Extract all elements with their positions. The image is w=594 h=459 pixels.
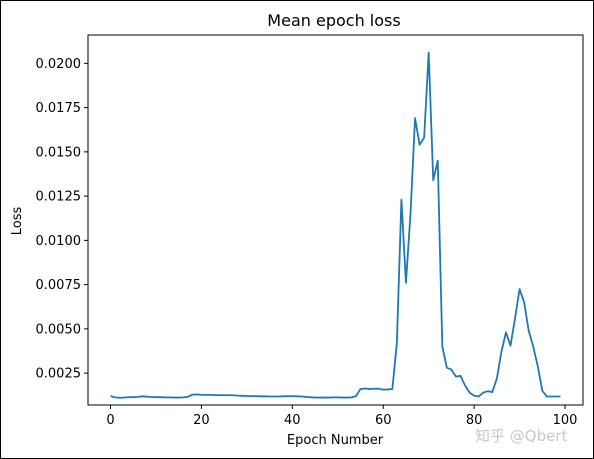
y-tick-label: 0.0100 bbox=[36, 234, 82, 249]
y-tick-label: 0.0025 bbox=[36, 367, 82, 382]
loss-series-line bbox=[110, 51, 561, 399]
y-tick-label: 0.0175 bbox=[36, 101, 82, 116]
chart-title: Mean epoch loss bbox=[267, 11, 400, 30]
watermark: 知乎 @Qbert bbox=[475, 427, 567, 445]
x-tick-label: 40 bbox=[284, 413, 301, 428]
x-axis-label: Epoch Number bbox=[287, 433, 384, 448]
x-tick-label: 60 bbox=[375, 413, 392, 428]
x-axis-ticks: 0 20 40 60 80 100 bbox=[106, 405, 577, 428]
x-tick-label: 80 bbox=[466, 413, 483, 428]
y-axis-label: Loss bbox=[10, 207, 25, 236]
x-tick-label: 100 bbox=[553, 413, 578, 428]
y-tick-label: 0.0075 bbox=[36, 278, 82, 293]
y-tick-label: 0.0150 bbox=[36, 145, 82, 160]
x-tick-label: 20 bbox=[193, 413, 210, 428]
y-tick-label: 0.0200 bbox=[36, 57, 82, 72]
y-tick-label: 0.0125 bbox=[36, 190, 82, 205]
plot-area bbox=[87, 34, 584, 406]
y-tick-label: 0.0050 bbox=[36, 322, 82, 337]
y-axis-ticks: 0.0025 0.0050 0.0075 0.0100 0.0125 0.0150 0.01… bbox=[36, 57, 88, 382]
x-tick-label: 0 bbox=[106, 413, 114, 428]
